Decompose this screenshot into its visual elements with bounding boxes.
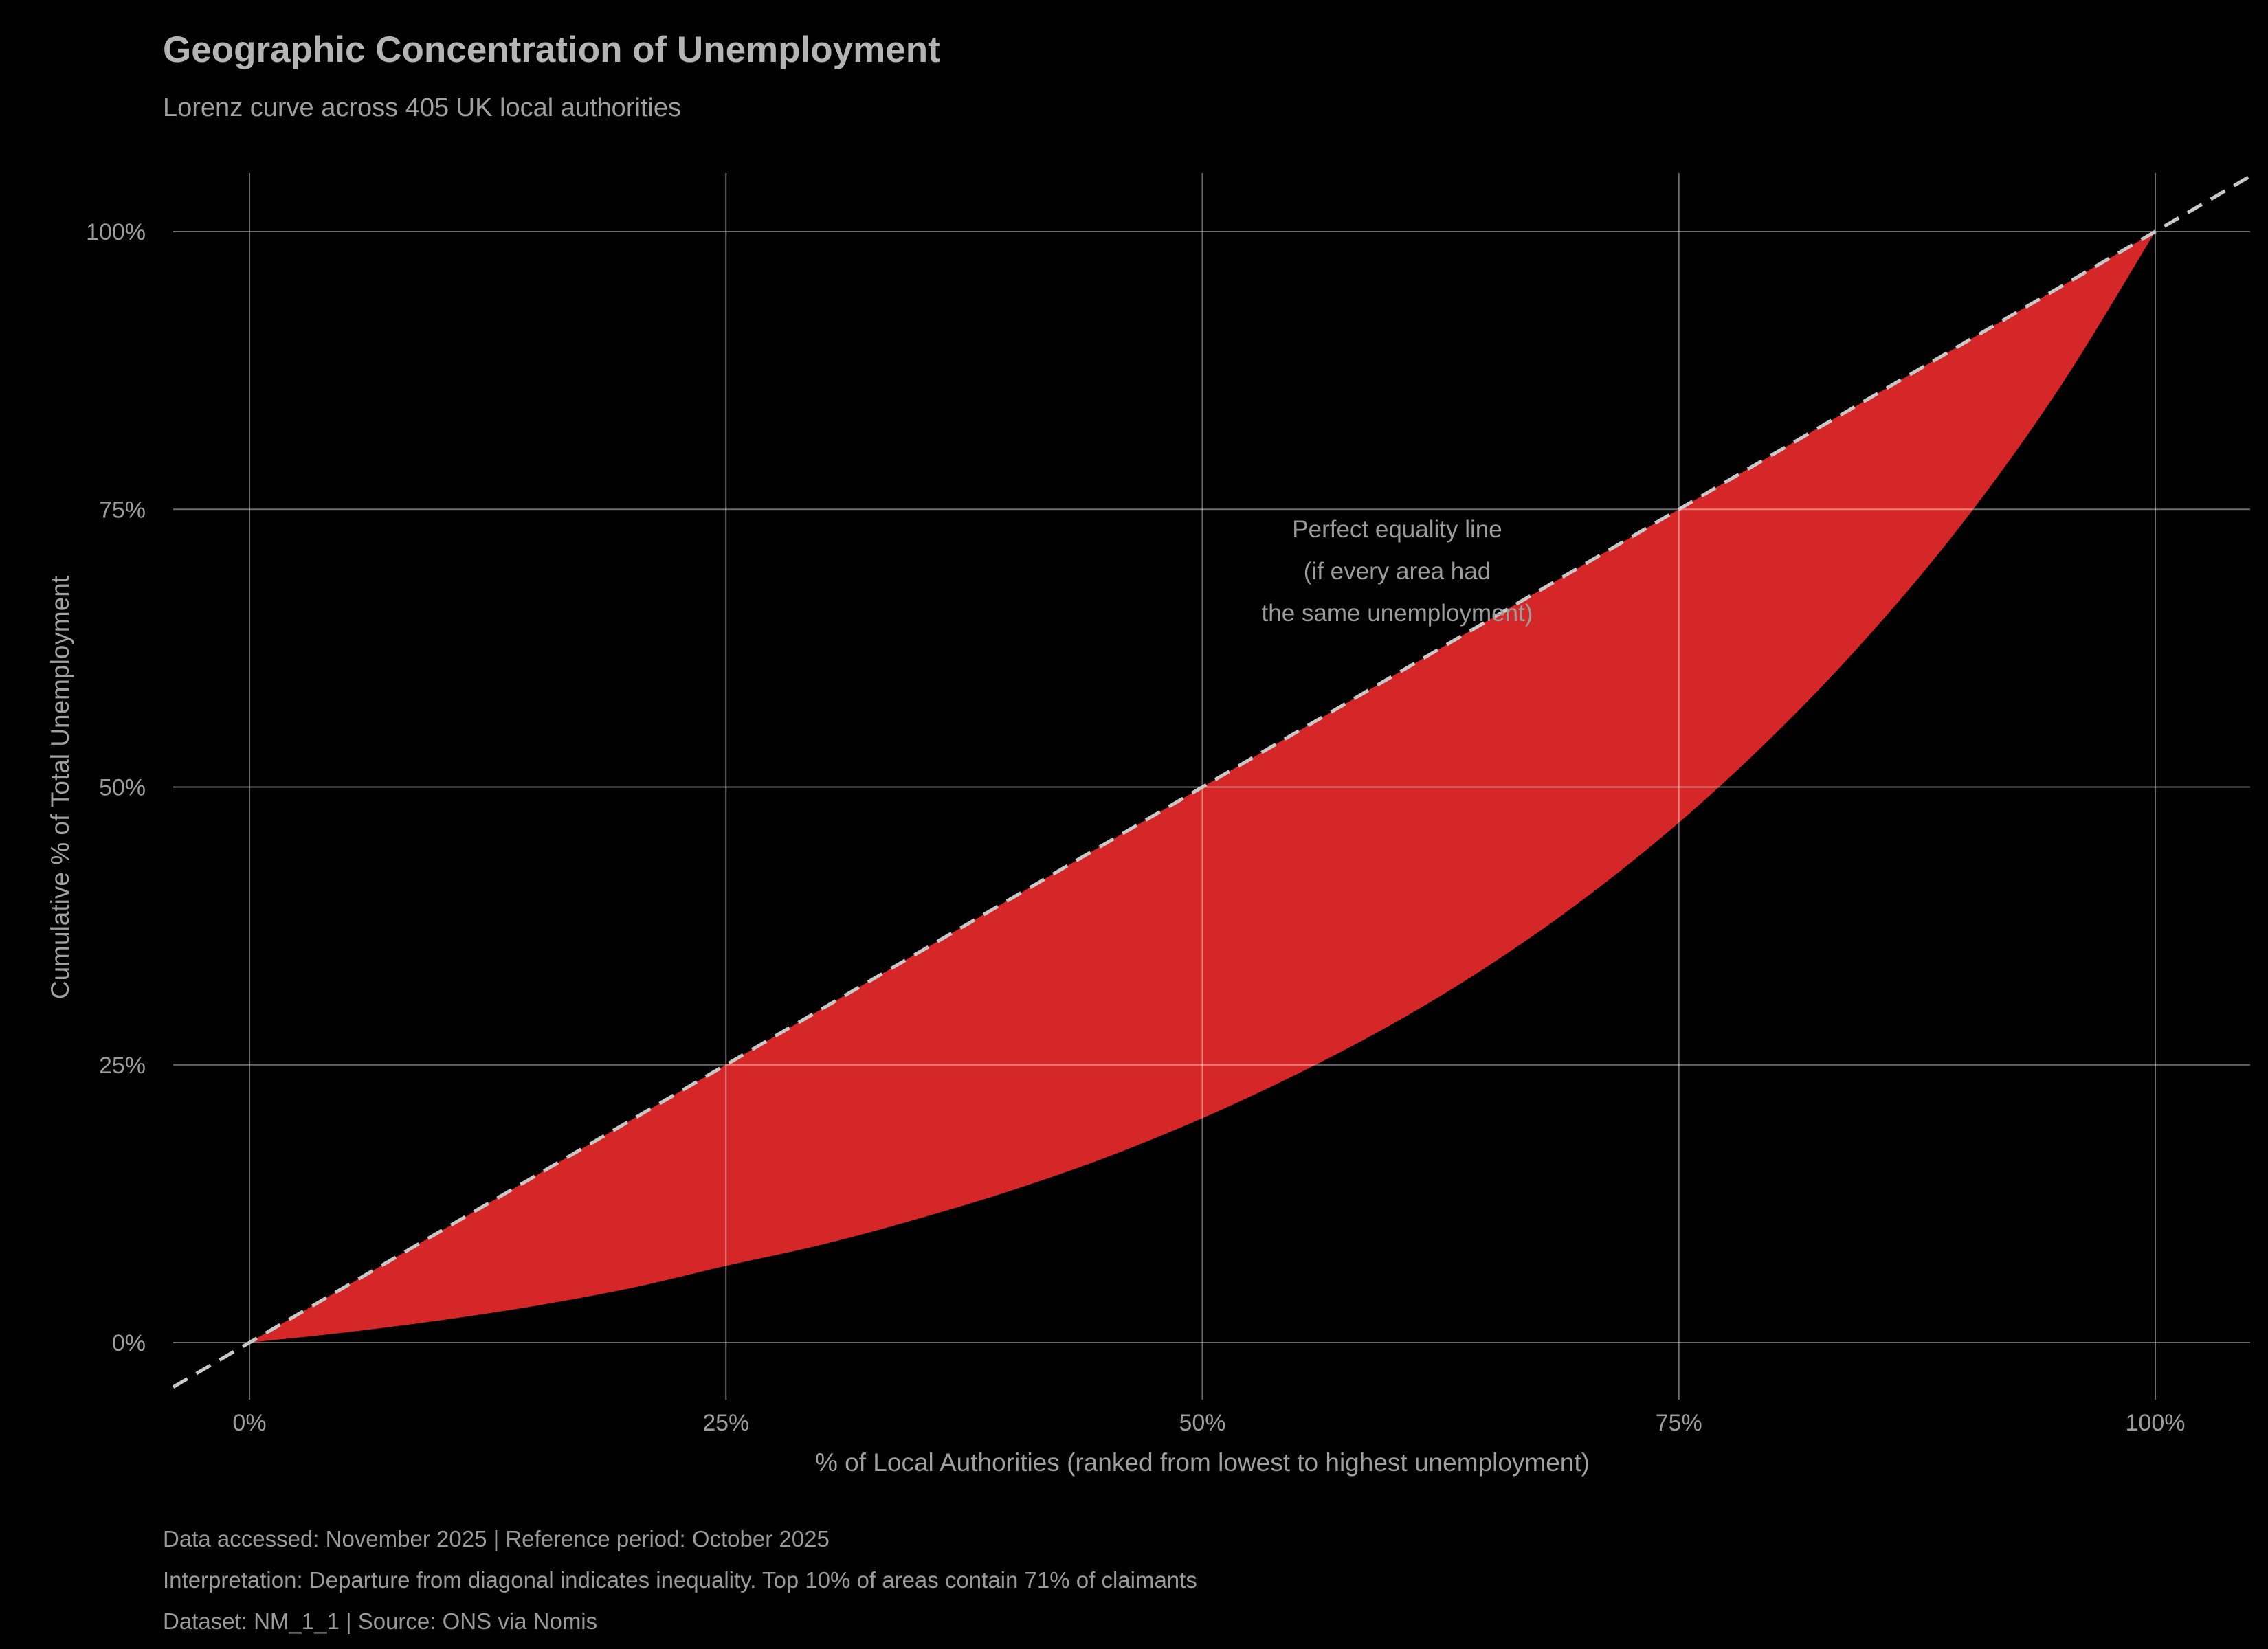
y-tick-label: 0% xyxy=(112,1330,146,1356)
x-tick-label: 50% xyxy=(1179,1410,1225,1436)
annotation-line-2: (if every area had xyxy=(1303,558,1491,585)
y-axis-label: Cumulative % of Total Unemployment xyxy=(46,575,74,1000)
perfect-equality-line xyxy=(172,175,2252,1389)
x-tick-label: 100% xyxy=(2126,1410,2186,1436)
x-tick-label: 0% xyxy=(232,1410,266,1436)
annotation-line-1: Perfect equality line xyxy=(1292,516,1502,543)
footer-interpretation: Interpretation: Departure from diagonal … xyxy=(163,1567,1197,1593)
chart-subtitle: Lorenz curve across 405 UK local authori… xyxy=(163,93,682,122)
chart-footer: Data accessed: November 2025 | Reference… xyxy=(163,1518,1197,1642)
x-axis-label: % of Local Authorities (ranked from lowe… xyxy=(814,1448,1590,1477)
y-tick-label: 75% xyxy=(99,497,146,523)
y-tick-label: 25% xyxy=(99,1053,146,1079)
equality-line-annotation: Perfect equality line (if every area had… xyxy=(1262,508,1533,634)
footer-access-date: Data accessed: November 2025 | Reference… xyxy=(163,1526,830,1551)
footer-source: Dataset: NM_1_1 | Source: ONS via Nomis xyxy=(163,1608,598,1634)
y-tick-label: 50% xyxy=(99,775,146,801)
y-tick-label: 100% xyxy=(86,219,146,245)
x-tick-label: 75% xyxy=(1656,1410,1702,1436)
annotation-line-3: the same unemployment) xyxy=(1261,600,1533,627)
chart-title: Geographic Concentration of Unemployment xyxy=(163,30,940,70)
x-tick-label: 25% xyxy=(702,1410,749,1436)
